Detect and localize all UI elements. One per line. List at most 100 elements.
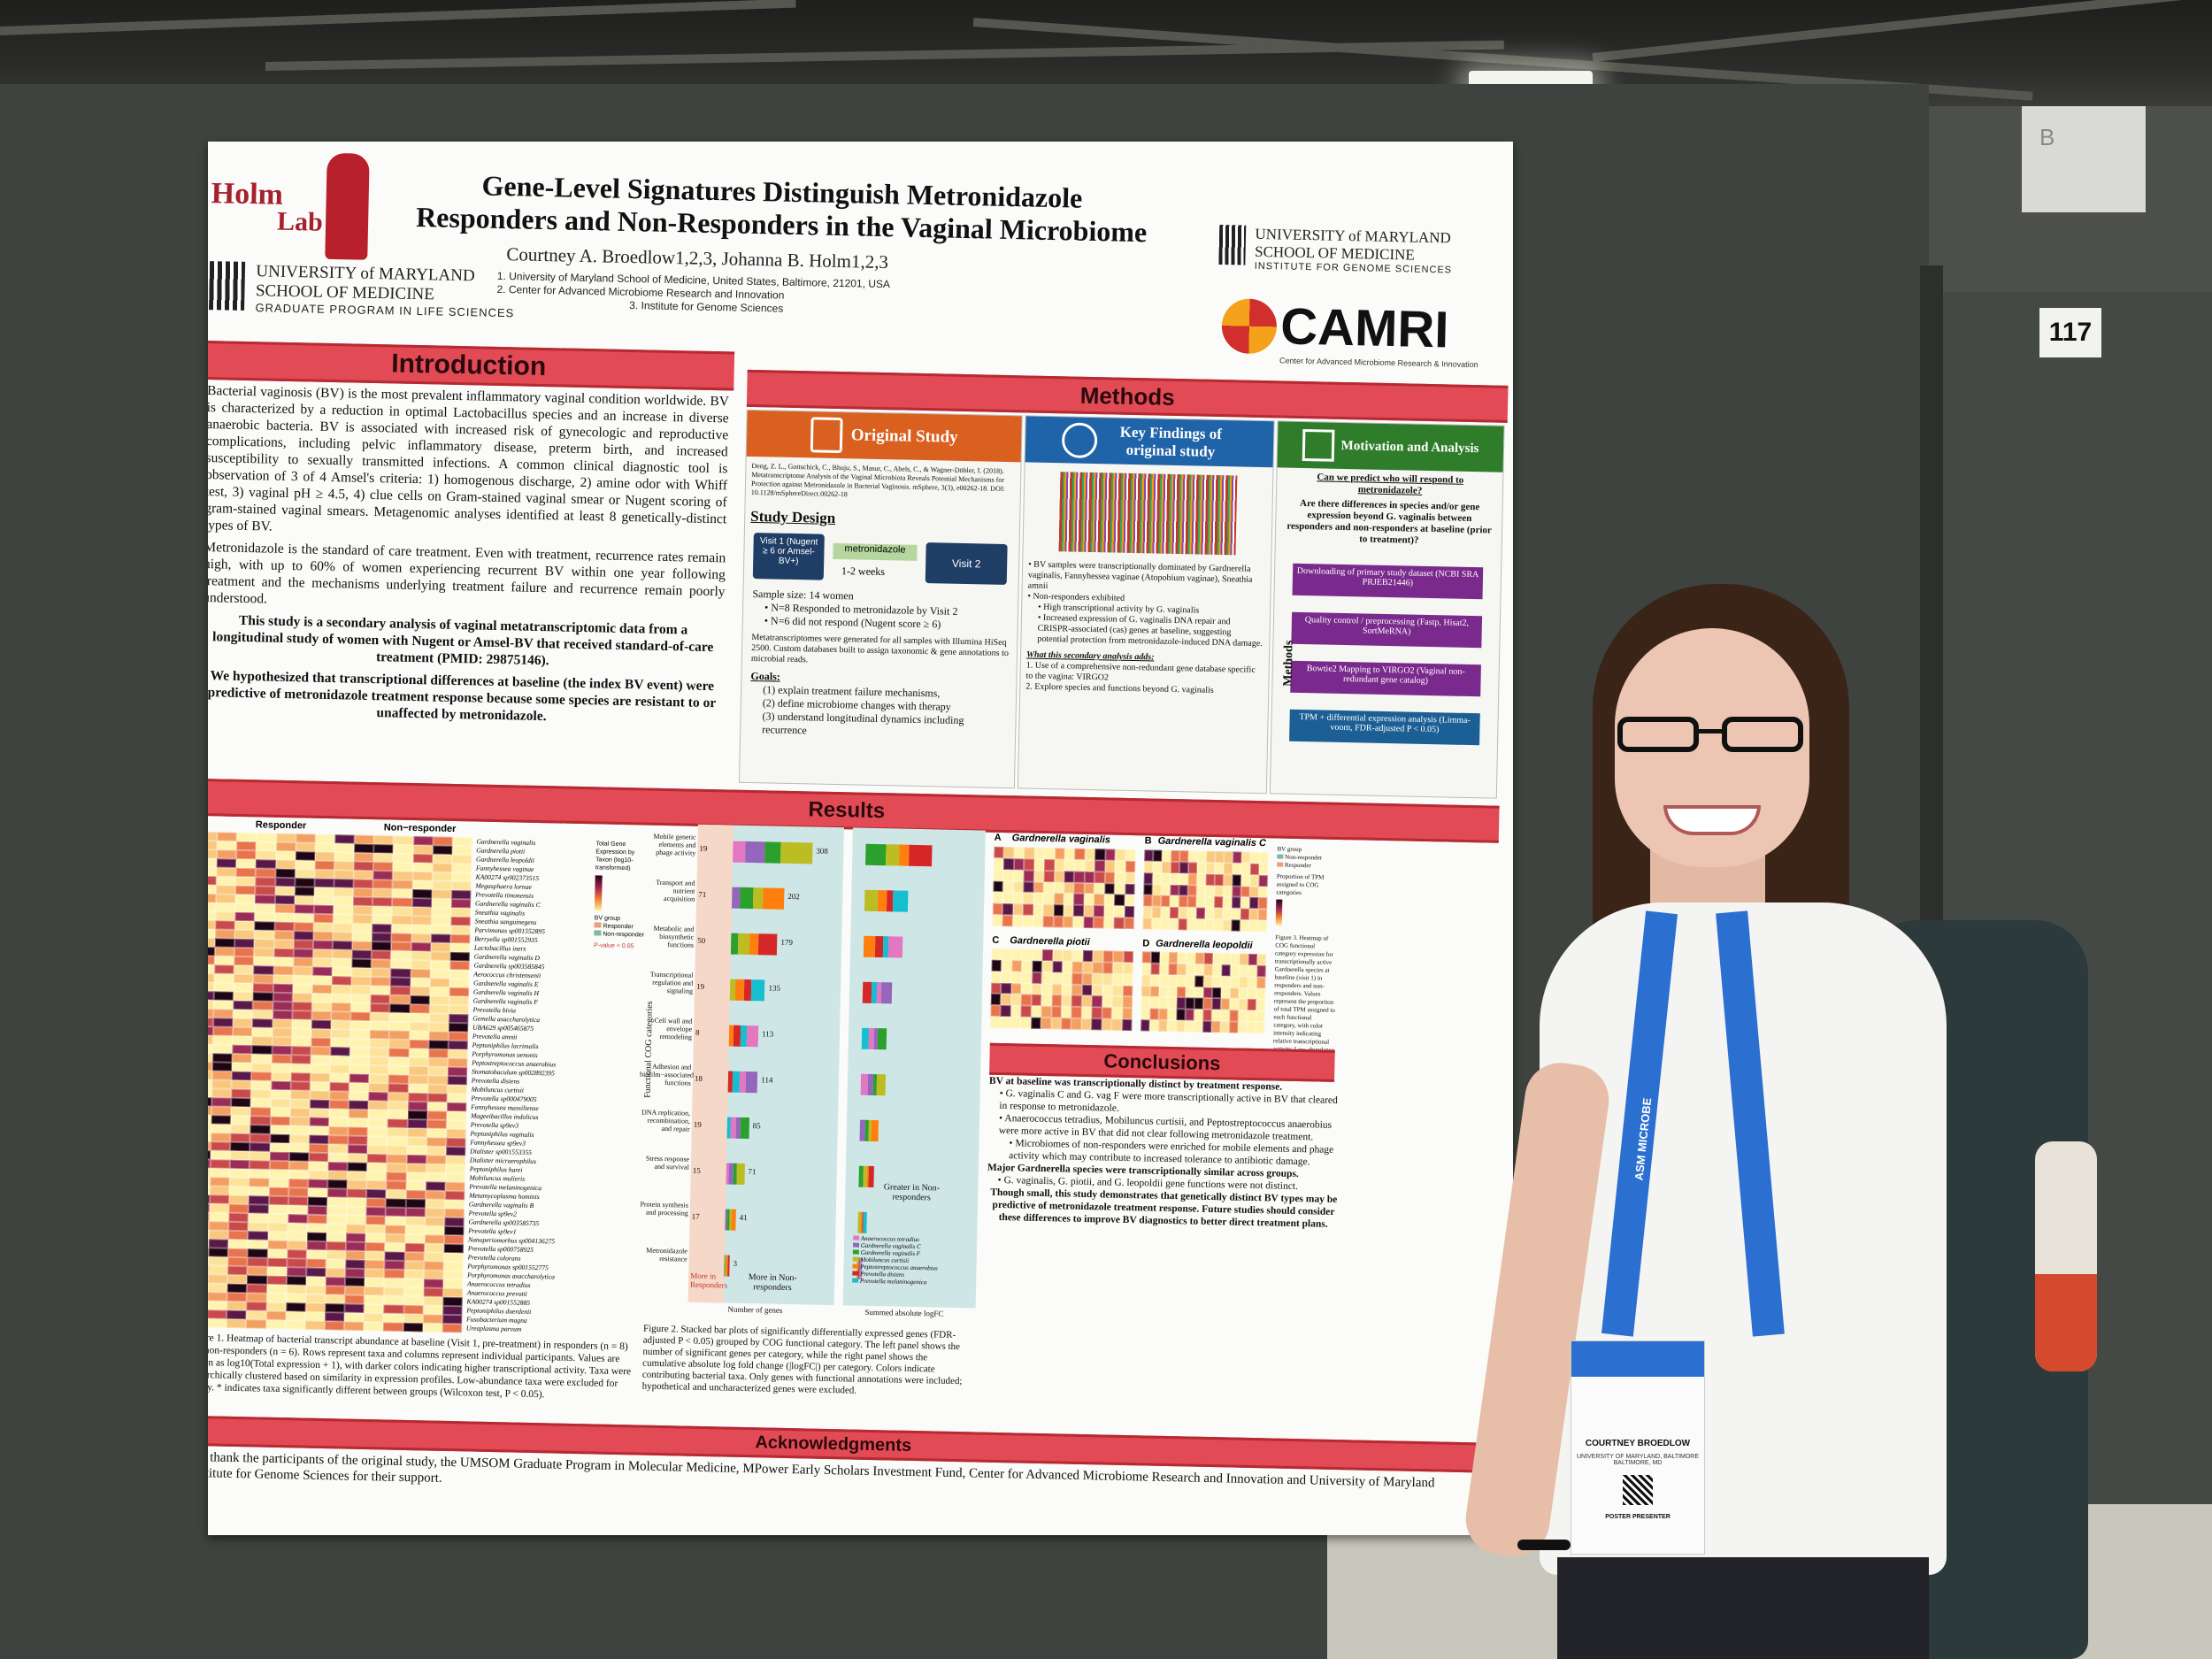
heatmap-cell <box>1177 952 1187 964</box>
heatmap-cell <box>326 1197 348 1207</box>
heatmap-cell <box>386 1198 406 1208</box>
heatmap-cell <box>1062 949 1073 962</box>
heatmap-cell <box>348 1144 368 1155</box>
nonresponder-gene-count: 179 <box>780 937 794 948</box>
heatmap-cell <box>1211 1021 1221 1033</box>
heatmap-cell <box>1185 1020 1194 1033</box>
heatmap-cell <box>1023 870 1034 882</box>
heatmap-cell <box>432 845 453 855</box>
heatmap-cell <box>291 1046 311 1056</box>
heatmap-cell <box>1256 999 1265 1011</box>
heatmap-cell <box>389 1039 410 1048</box>
heatmap-cell <box>1081 1007 1093 1019</box>
heatmap-cell <box>412 854 433 864</box>
heatmap-cell <box>449 960 470 971</box>
heatmap-cell <box>230 1124 251 1134</box>
heatmap-cell <box>427 1075 448 1085</box>
nonresponder-gene-count: 71 <box>748 1167 757 1177</box>
heatmap-cell <box>352 905 373 916</box>
heatmap-cell <box>210 1177 230 1187</box>
heatmap-cell <box>370 1012 390 1022</box>
heatmap-cell <box>267 1248 288 1259</box>
heatmap-cell <box>373 906 393 916</box>
heatmap-cell <box>1002 892 1014 904</box>
heatmap-cell <box>993 880 1004 893</box>
heatmap-cell <box>270 1098 291 1109</box>
responder-gene-count: 17 <box>691 1211 700 1221</box>
heatmap-cell <box>266 1275 287 1286</box>
heatmap-cell <box>393 853 413 864</box>
heatmap-cell <box>431 898 451 908</box>
heatmap-cell <box>367 1118 388 1128</box>
heatmap-cell <box>211 1115 232 1125</box>
logfc-stacked-bar <box>862 981 893 1004</box>
fig2-x-label-right: Summed absolute logFC <box>864 1307 944 1318</box>
heatmap-cell <box>1064 882 1075 895</box>
umd-logo-right: UNIVERSITY of MARYLAND SCHOOL OF MEDICIN… <box>1218 224 1453 278</box>
heatmap-cell <box>449 978 470 988</box>
heatmap-cell <box>213 1018 234 1027</box>
heatmap-cell <box>424 1225 445 1235</box>
heatmap-cell <box>1238 1010 1248 1022</box>
heatmap-cell <box>311 993 332 1003</box>
responder-gene-count: 19 <box>696 981 705 991</box>
heatmap-cell <box>1197 850 1207 863</box>
heatmap-cell <box>1168 963 1178 975</box>
heatmap-cell <box>1202 1010 1212 1022</box>
heatmap-cell <box>234 964 254 975</box>
heatmap-cell <box>1032 960 1042 972</box>
heatmap-cell <box>404 1216 426 1226</box>
heatmap-cell <box>1082 972 1093 985</box>
heatmap-cell <box>409 1003 430 1014</box>
heatmap-cell <box>1002 903 1014 916</box>
cog-category-label: Stress response and survival <box>645 1154 690 1171</box>
heatmap-cell <box>443 1252 464 1263</box>
heatmap-cell <box>214 973 234 983</box>
heatmap-cell <box>410 986 430 996</box>
heatmap-cell <box>352 914 373 925</box>
heatmap-cell <box>367 1145 388 1155</box>
heatmap-cell <box>275 850 296 861</box>
heatmap-cell <box>256 859 276 869</box>
heatmap-cell <box>209 1203 230 1213</box>
heatmap-cell <box>250 1080 272 1090</box>
heatmap-cell <box>406 1171 426 1182</box>
heatmap-cell <box>228 1203 250 1214</box>
heatmap-cell <box>371 977 391 987</box>
heatmap-cell <box>1142 906 1153 918</box>
heatmap-cell <box>373 844 394 854</box>
visit2-box: Visit 2 <box>925 542 1008 586</box>
heatmap-cell <box>1102 950 1114 963</box>
heatmap-cell <box>312 949 333 959</box>
heatmap-cell <box>1238 987 1248 1000</box>
heatmap-cell <box>1010 994 1022 1006</box>
heatmap-cell <box>329 1100 349 1110</box>
heatmap-cell <box>1141 1019 1150 1032</box>
heatmap-cell <box>254 921 275 931</box>
nonresponder-stacked-bar <box>733 841 813 864</box>
original-study-panel: Original Study Deng, Z. L., Gottschick, … <box>738 409 1023 789</box>
heatmap-cell <box>352 923 373 933</box>
heatmap-cell <box>371 950 392 960</box>
cog-category-label: Transcriptional regulation and signaling <box>649 970 694 995</box>
heatmap-cell <box>1125 849 1136 861</box>
heatmap-cell <box>232 1062 252 1072</box>
heatmap-cell <box>388 1118 408 1128</box>
heatmap-cell <box>232 1035 253 1046</box>
heatmap-cell <box>411 898 432 908</box>
heatmap-cell <box>1195 918 1205 931</box>
heatmap-cell <box>325 1294 345 1304</box>
heatmap-cell <box>290 1081 311 1091</box>
heatmap-cell <box>212 1026 234 1036</box>
greater-in-nonresponders: Greater in Non-responders <box>883 1182 941 1203</box>
heatmap-cell <box>426 1102 448 1111</box>
heatmap-cell <box>407 1092 428 1102</box>
heatmap-cell <box>408 1074 428 1085</box>
heatmap-cell <box>331 1011 351 1021</box>
heatmap-cell <box>445 1146 466 1156</box>
heatmap-cell <box>1194 987 1204 999</box>
heatmap-cell <box>307 1187 328 1198</box>
heatmap-cell <box>452 836 472 847</box>
heatmap-cell <box>1187 907 1197 919</box>
heatmap-cell <box>1051 983 1063 995</box>
